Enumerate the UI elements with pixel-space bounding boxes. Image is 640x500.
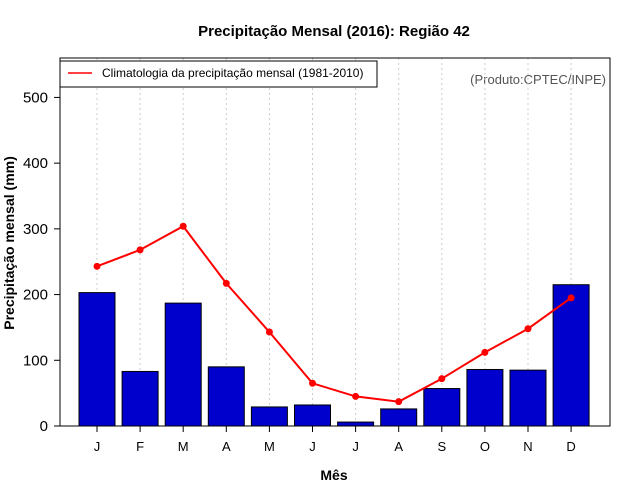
climatology-series (93, 222, 575, 406)
climatology-point-6 (352, 392, 360, 400)
bar-7 (380, 408, 418, 427)
legend: Climatologia da precipitação mensal (198… (59, 60, 378, 88)
bar-1 (121, 370, 159, 427)
y-tick-label: 100 (23, 352, 48, 369)
bar-9 (466, 368, 504, 427)
bar-8 (423, 388, 461, 427)
bar-2 (164, 302, 202, 427)
bar-3 (207, 366, 245, 427)
climatology-point-5 (309, 379, 316, 387)
credit-label: (Produto:CPTEC/INPE) (470, 72, 606, 87)
x-tick-label: A (394, 439, 403, 454)
x-tick-label: J (309, 439, 316, 454)
axes: 0 100 200 300 400 500 J F M A M J J A S O N D (23, 57, 611, 454)
x-tick-label: F (136, 439, 144, 454)
climatology-line (96, 224, 572, 403)
bar-4 (250, 406, 288, 427)
climatology-point-1 (136, 246, 144, 254)
bar-0 (78, 292, 116, 427)
climatology-point-7 (395, 398, 403, 406)
bar-10 (509, 369, 547, 427)
x-tick-label: O (480, 439, 490, 454)
x-tick-label: M (178, 439, 189, 454)
grid-lines (96, 58, 572, 426)
bar-11 (552, 284, 590, 427)
x-tick-label: S (437, 439, 446, 454)
climatology-point-8 (438, 375, 446, 383)
plot-frame (59, 57, 611, 427)
y-tick-label: 200 (23, 287, 48, 304)
y-axis-label: Precipitação mensal (mm) (1, 156, 17, 330)
bar-series (78, 284, 590, 427)
y-tick-label: 300 (23, 221, 48, 238)
x-tick-label: N (523, 439, 532, 454)
x-tick-label: J (352, 439, 359, 454)
climatology-point-3 (222, 279, 230, 287)
x-tick-label: J (94, 439, 101, 454)
climatology-point-4 (265, 328, 273, 336)
y-tick-label: 0 (40, 418, 48, 435)
x-tick-label: D (566, 439, 575, 454)
x-tick-label: A (222, 439, 231, 454)
climatology-point-2 (179, 222, 187, 230)
y-tick-label: 500 (23, 89, 48, 106)
climatology-point-0 (93, 262, 101, 270)
climatology-point-10 (524, 325, 532, 333)
chart-title: Precipitação Mensal (2016): Região 42 (198, 23, 470, 40)
bar-6 (337, 421, 375, 427)
climatology-point-11 (567, 294, 575, 302)
legend-label: Climatologia da precipitação mensal (198… (102, 66, 363, 80)
x-axis-label: Mês (320, 467, 347, 483)
legend-box (59, 60, 378, 88)
bar-5 (294, 404, 331, 427)
y-tick-label: 400 (23, 155, 48, 172)
x-tick-label: M (264, 439, 275, 454)
climatology-point-9 (481, 348, 489, 356)
